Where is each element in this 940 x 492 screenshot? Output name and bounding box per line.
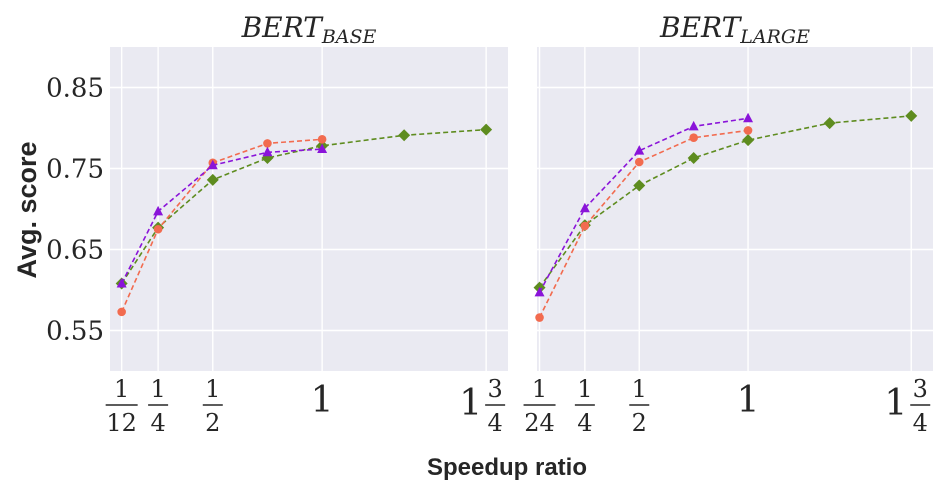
panel-1-x-tick-2: 12 — [629, 375, 650, 437]
panel-0-x-tick-2: 12 — [202, 375, 223, 437]
panel-1-x-tick-2-numerator: 1 — [632, 375, 647, 403]
panel-0-series-green-point-6 — [480, 123, 493, 136]
panel-0-x-tick-4-numerator: 3 — [487, 375, 502, 403]
panel-0-series-purple-point-1 — [153, 205, 164, 216]
panel-1-background — [537, 47, 933, 371]
panel-1-x-tick-3-whole: 1 — [737, 380, 760, 421]
panel-1-series-purple-line — [538, 117, 749, 293]
y-tick-label-0: 0.55 — [46, 317, 104, 347]
panel-1-series-green-point-3 — [687, 151, 700, 164]
panel-0-x-tick-2-numerator: 1 — [205, 375, 220, 403]
panel-0-series-purple-point-4 — [317, 143, 328, 154]
panel-1-series-orange-point-4 — [743, 126, 753, 135]
panel-0-x-tick-1-numerator: 1 — [150, 375, 165, 403]
panel-1-x-tick-3: 1 — [737, 380, 760, 421]
panel-1-x-tick-1: 14 — [574, 375, 595, 437]
panel-1-x-tick-0-numerator: 1 — [532, 375, 547, 403]
x-axis-label: Speedup ratio — [427, 454, 587, 481]
panel-1-series-green-point-2 — [633, 179, 646, 192]
panel-0-x-tick-4-denominator: 4 — [487, 409, 502, 437]
panel-1-x-tick-2-denominator: 2 — [632, 409, 647, 437]
panel-0-title-main: BERT — [241, 11, 325, 44]
panel-0-x-tick-0-numerator: 1 — [114, 375, 129, 403]
panel-1-x-tick-0: 124 — [523, 375, 556, 437]
panel-0-title: BERTBASE — [241, 11, 377, 48]
panel-1-x-tick-0-denominator: 24 — [524, 409, 555, 437]
panel-1-title: BERTLARGE — [659, 11, 810, 48]
panel-0-series-purple-point-3 — [262, 146, 273, 157]
panel-0-series-orange-point-1 — [153, 224, 163, 234]
panel-1-series-orange-point-3 — [689, 133, 698, 143]
panel-0-series-orange-point-3 — [263, 139, 272, 148]
panel-1-x-tick-4-numerator: 3 — [913, 375, 928, 403]
panel-0-title-subscript: BASE — [321, 26, 377, 48]
panel-1-series-green-point-4 — [742, 134, 755, 147]
y-axis-label: Avg. score — [12, 141, 42, 278]
panel-1-x-tick-1-numerator: 1 — [577, 375, 592, 403]
panel-0-x-tick-2-denominator: 2 — [205, 409, 220, 437]
panel-0-background — [110, 47, 508, 371]
y-tick-label-1: 0.65 — [46, 236, 104, 266]
panel-0-series-green-point-2 — [206, 173, 219, 186]
panel-1-series-orange-point-2 — [634, 157, 644, 167]
panel-1-series-orange-point-1 — [580, 221, 590, 231]
panel-0-x-tick-1: 14 — [148, 375, 169, 437]
panel-1-x-tick-4-denominator: 4 — [913, 409, 928, 437]
panel-0-x-tick-1-denominator: 4 — [150, 409, 165, 437]
panel-1-series-orange — [535, 126, 753, 322]
panel-1-title-main: BERT — [659, 11, 743, 44]
y-tick-label-2: 0.75 — [46, 155, 104, 185]
panel-1-series-purple-point-4 — [743, 112, 754, 123]
panel-0-x-tick-4: 1 3 4 — [459, 375, 506, 437]
panel-1-x-tick-1-denominator: 4 — [577, 409, 592, 437]
panel-1-series-purple-point-0 — [534, 286, 545, 297]
panel-0-series-orange-point-4 — [317, 135, 327, 144]
panel-1-x-tick-4: 1 3 4 — [884, 375, 931, 437]
panel-1-title-subscript: LARGE — [739, 26, 810, 48]
panel-0-x-tick-4-whole: 1 — [459, 383, 482, 424]
panel-1-series-orange-point-0 — [535, 313, 544, 322]
panel-0-x-tick-0-denominator: 12 — [106, 409, 137, 437]
panel-0-x-tick-3-whole: 1 — [311, 380, 334, 421]
panel-1-series-purple — [534, 112, 754, 297]
y-tick-label-3: 0.85 — [46, 74, 104, 104]
panel-1-series-purple-point-1 — [579, 202, 590, 213]
panel-0-series-purple — [116, 143, 328, 288]
panel-0-series-purple-point-0 — [116, 278, 127, 288]
panel-0-x-tick-0: 112 — [105, 375, 138, 437]
panel-1-series-green-point-5 — [823, 117, 836, 130]
panel-0-series-green-point-5 — [398, 129, 411, 142]
panel-0-series-purple-point-2 — [207, 159, 218, 170]
panel-1-x-tick-4-whole: 1 — [884, 383, 907, 424]
panel-1-series-purple-point-3 — [688, 120, 699, 131]
panel-0-x-tick-3: 1 — [311, 380, 334, 421]
panel-1-series-purple-point-2 — [634, 145, 645, 155]
panel-1-series-green-point-6 — [905, 109, 918, 122]
panel-0-series-orange-point-0 — [117, 307, 126, 317]
